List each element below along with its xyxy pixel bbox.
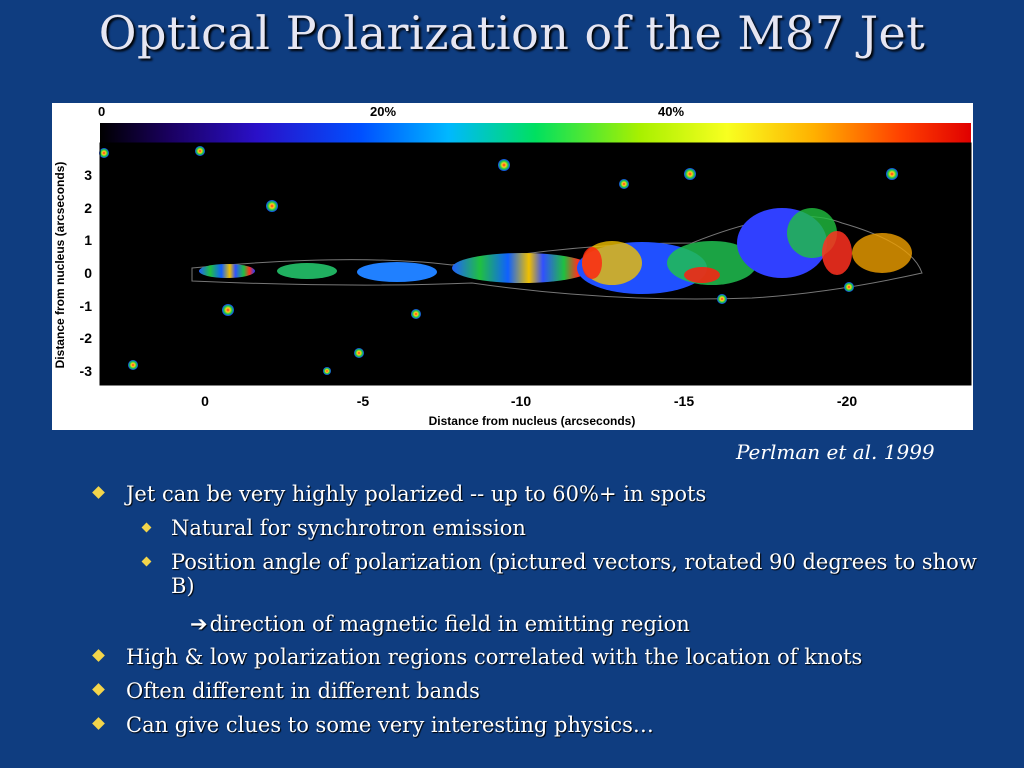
y-tick-label: 3 <box>84 167 92 183</box>
x-tick-label: 0 <box>201 393 209 409</box>
jet <box>199 208 912 294</box>
y-tick-label: -2 <box>80 330 93 346</box>
bullet-item: ➔direction of magnetic field in emitting… <box>190 612 690 636</box>
bullet-item: Jet can be very highly polarized -- up t… <box>92 482 706 506</box>
diamond-bullet-icon <box>141 522 152 533</box>
x-axis-label: Distance from nucleus (arcseconds) <box>429 414 636 428</box>
diamond-bullet-icon <box>92 683 105 696</box>
polarization-map: 0 20% 40% <box>53 104 972 428</box>
y-tick-label: -1 <box>80 298 93 314</box>
y-axis: 3 2 1 0 -1 -2 -3 <box>80 167 93 379</box>
right-arrow-icon: ➔ <box>190 612 208 636</box>
colorbar-label-0: 0 <box>98 104 105 119</box>
diamond-bullet-icon <box>92 649 105 662</box>
y-tick-label: 1 <box>84 232 92 248</box>
y-tick-label: 2 <box>84 200 92 216</box>
colorbar <box>100 123 971 143</box>
x-tick-label: -5 <box>357 393 370 409</box>
bullet-item: Position angle of polarization (pictured… <box>141 550 991 598</box>
x-tick-label: -15 <box>674 393 694 409</box>
y-axis-label: Distance from nucleus (arcseconds) <box>53 162 67 369</box>
colorbar-label-40: 40% <box>658 104 684 119</box>
x-tick-label: -10 <box>511 393 531 409</box>
x-axis: 0 -5 -10 -15 -20 <box>201 393 857 409</box>
figure-credit: Perlman et al. 1999 <box>736 440 935 464</box>
colorbar-label-20: 20% <box>370 104 396 119</box>
diamond-bullet-icon <box>92 486 105 499</box>
bullet-item: Often different in different bands <box>92 679 480 703</box>
bullet-item: Can give clues to some very interesting … <box>92 713 654 737</box>
diamond-bullet-icon <box>92 717 105 730</box>
point-sources <box>99 146 898 375</box>
bullet-item: Natural for synchrotron emission <box>141 516 526 540</box>
slide-title: Optical Polarization of the M87 Jet <box>98 6 926 60</box>
bullet-item: High & low polarization regions correlat… <box>92 645 862 669</box>
diamond-bullet-icon <box>141 556 152 567</box>
y-tick-label: 0 <box>84 265 92 281</box>
polarization-figure: 0 20% 40% <box>52 103 973 430</box>
x-tick-label: -20 <box>837 393 857 409</box>
y-tick-label: -3 <box>80 363 93 379</box>
